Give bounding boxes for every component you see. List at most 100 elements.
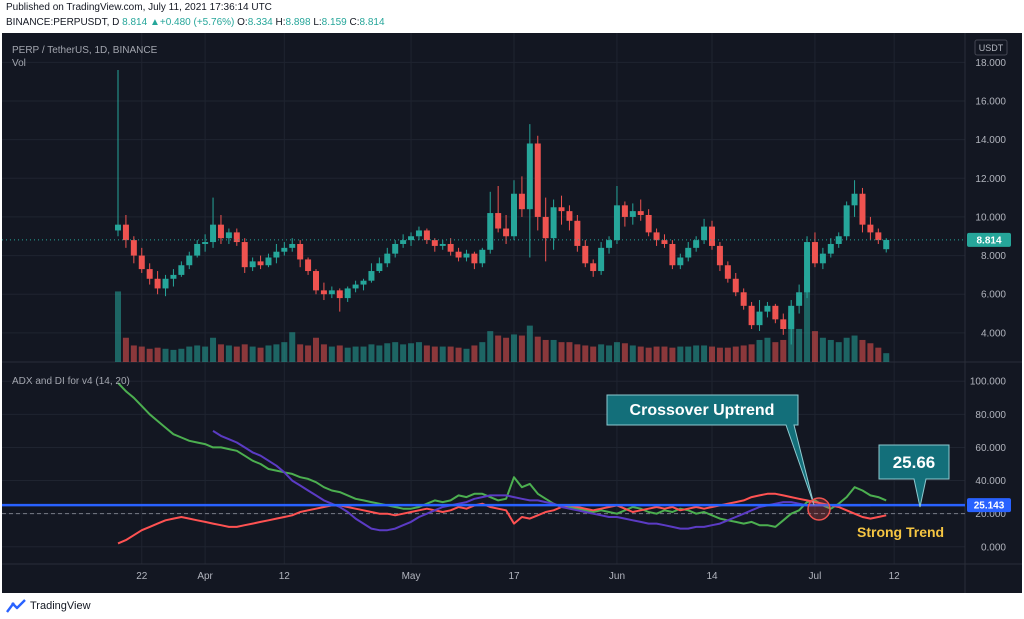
- volume-bar: [827, 339, 834, 362]
- volume-bar: [217, 344, 224, 362]
- candle-body: [225, 232, 232, 239]
- volume-bar: [796, 328, 803, 362]
- volume-bar: [764, 337, 771, 362]
- volume-bar: [122, 337, 129, 362]
- candle-body: [479, 249, 486, 264]
- candle-body: [431, 240, 438, 246]
- volume-bar: [194, 345, 201, 362]
- volume-bar: [265, 345, 272, 362]
- candle-body: [344, 288, 351, 299]
- candle-body: [257, 261, 264, 266]
- indicator-tick-label: 60.000: [975, 443, 1006, 454]
- adx-value-label: 25.66: [893, 453, 936, 472]
- candle-body: [392, 243, 399, 254]
- last-price: 8.814: [122, 17, 148, 28]
- volume-label[interactable]: Vol: [12, 58, 26, 69]
- volume-bar: [257, 347, 264, 362]
- candle-body: [709, 226, 715, 246]
- volume-bar: [186, 346, 193, 362]
- time-tick-label: Apr: [197, 571, 213, 582]
- candle-body: [772, 305, 779, 320]
- candle-body: [534, 143, 541, 217]
- volume-bar: [138, 346, 145, 362]
- candle-body: [154, 278, 161, 289]
- time-tick-label: Jul: [809, 571, 822, 582]
- candle-body: [400, 240, 407, 244]
- indicator-tick-label: 40.000: [975, 476, 1006, 487]
- volume-bar: [408, 343, 415, 362]
- candle-body: [661, 240, 668, 244]
- volume-bar: [566, 342, 573, 362]
- symbol-label: BINANCE:PERPUSDT, D: [6, 17, 120, 28]
- volume-bar: [210, 337, 217, 362]
- candle-body: [146, 269, 153, 279]
- candle-body: [408, 236, 415, 241]
- volume-bar: [352, 346, 359, 362]
- candle-body: [542, 216, 549, 239]
- candle-body: [756, 311, 763, 326]
- volume-bar: [281, 342, 288, 362]
- low-value: 8.159: [321, 17, 347, 28]
- chart-area[interactable]: 18.000 16.000 14.000 12.000 10.000 8.000 6.000…: [2, 33, 1022, 593]
- volume-bar: [716, 347, 723, 362]
- volume-bar: [542, 339, 549, 362]
- volume-bar: [606, 345, 613, 362]
- volume-bar: [344, 347, 351, 362]
- volume-bar: [392, 342, 399, 362]
- volume-bar: [780, 339, 787, 362]
- candle-body: [518, 193, 525, 210]
- candle-body: [328, 290, 335, 295]
- volume-bar: [693, 345, 700, 362]
- volume-bar: [305, 345, 312, 362]
- candle-body: [637, 211, 644, 215]
- candle-body: [582, 245, 589, 264]
- volume-bars: [115, 276, 890, 362]
- indicator-tick-label: 0.000: [981, 542, 1006, 553]
- volume-bar: [297, 344, 304, 362]
- pane-title[interactable]: PERP / TetherUS, 1D, BINANCE: [12, 45, 158, 56]
- volume-bar: [590, 346, 597, 362]
- volume-bar: [495, 335, 502, 362]
- indicator-title[interactable]: ADX and DI for v4 (14, 20): [12, 376, 130, 387]
- high-label: H:: [275, 17, 286, 28]
- candle-body: [804, 242, 811, 293]
- candle-body: [788, 305, 795, 330]
- volume-bar: [701, 345, 708, 362]
- volume-bar: [669, 347, 676, 362]
- open-label: O:: [237, 17, 248, 28]
- price-tick-label: 14.000: [975, 135, 1006, 146]
- candle-body: [241, 242, 248, 268]
- candle-body: [732, 278, 739, 293]
- currency-badge[interactable]: USDT: [974, 39, 1008, 56]
- candle-body: [320, 290, 327, 295]
- candle-body: [780, 319, 787, 330]
- volume-bar: [415, 342, 422, 362]
- chart-svg[interactable]: 18.000 16.000 14.000 12.000 10.000 8.000 6.000…: [2, 33, 1022, 593]
- price-tick-label: 6.000: [981, 290, 1006, 301]
- volume-bar: [534, 336, 541, 362]
- volume-bar: [249, 346, 256, 362]
- candle-body: [550, 207, 557, 239]
- adx-value-callout: 25.66: [878, 444, 950, 508]
- volume-bar: [154, 347, 161, 362]
- crossover-callout: Crossover Uptrend: [606, 394, 815, 506]
- candle-body: [368, 271, 375, 281]
- volume-bar: [130, 345, 137, 362]
- low-label: L:: [313, 17, 322, 28]
- di_minus-line: [117, 492, 887, 545]
- volume-bar: [225, 345, 232, 362]
- time-tick-label: Jun: [609, 571, 625, 582]
- volume-bar: [146, 348, 153, 362]
- volume-bar: [772, 342, 779, 362]
- volume-bar: [685, 346, 692, 362]
- candle-body: [115, 224, 121, 231]
- volume-bar: [867, 343, 874, 362]
- volume-bar: [328, 346, 335, 362]
- candle-body: [463, 253, 470, 258]
- volume-bar: [574, 344, 581, 362]
- candle-body: [511, 193, 517, 237]
- candle-body: [138, 255, 145, 270]
- candle-body: [447, 243, 454, 252]
- open-value: 8.334: [247, 17, 273, 28]
